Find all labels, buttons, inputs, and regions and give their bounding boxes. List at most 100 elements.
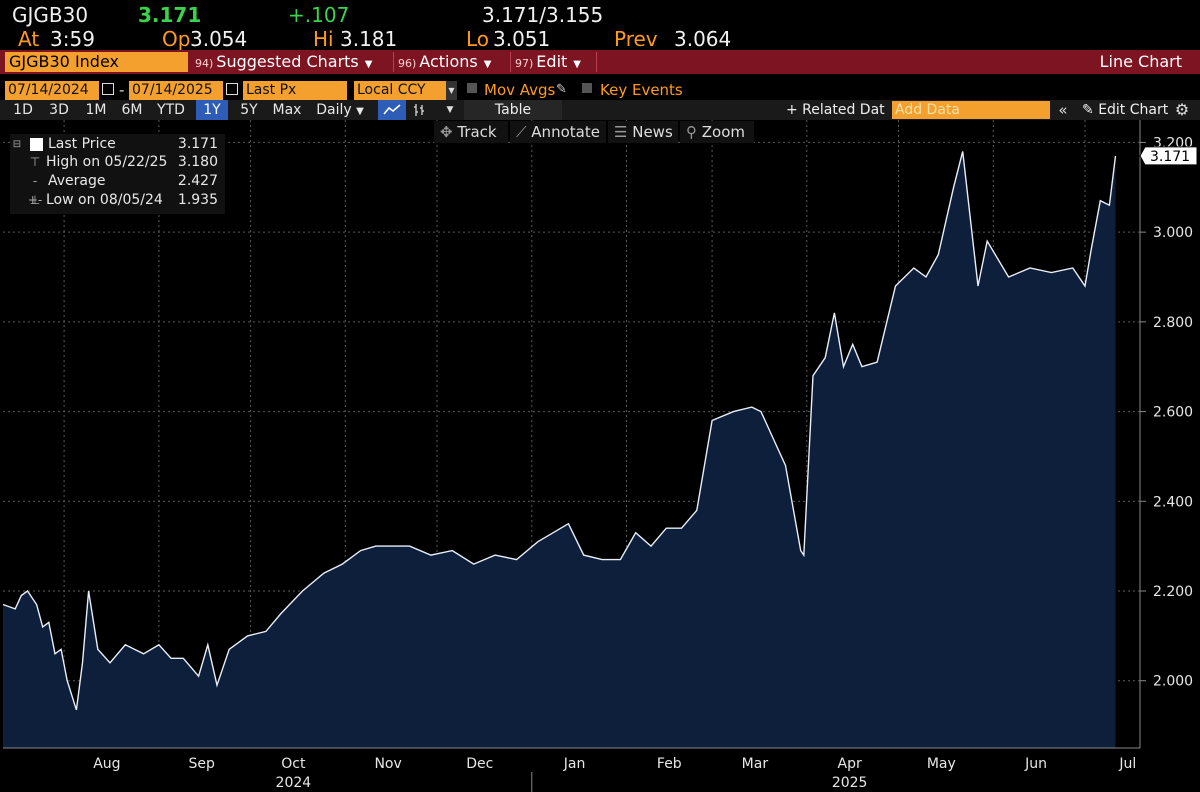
legend-low-label: Low on 08/05/24 (46, 192, 163, 208)
security-field[interactable]: GJGB30 Index (5, 52, 188, 72)
legend-last-row: ⊟ Last Price 3.171 (10, 135, 225, 154)
calendar-icon[interactable] (226, 83, 238, 95)
at-time: 3:59 (50, 27, 95, 51)
prev-value: 3.064 (674, 27, 732, 51)
last-price: 3.171 (138, 3, 202, 27)
collapse-icon[interactable]: ⊟ (12, 139, 22, 150)
edit-label: Edit (536, 52, 568, 71)
field-select[interactable]: Last Px (243, 81, 347, 100)
ticker-symbol: GJGB30 (12, 3, 89, 27)
x-year-label: 2024 (276, 775, 312, 791)
period-select[interactable]: Daily ▼ (310, 100, 370, 120)
x-tick-label: May (927, 756, 956, 772)
price-change: +.107 (288, 3, 350, 27)
end-date-field[interactable]: 07/14/2025 (129, 81, 223, 100)
toolbar-divider (393, 52, 394, 72)
series-swatch (30, 138, 43, 151)
edit-menu[interactable]: 97) Edit ▼ (515, 50, 581, 74)
actions-label: Actions (419, 52, 478, 71)
x-tick-label: Sep (188, 756, 215, 772)
range-1m-button[interactable]: 1M (85, 102, 107, 118)
edit-chart-label: Edit Chart (1098, 102, 1169, 118)
mov-avgs-label[interactable]: Mov Avgs (484, 81, 556, 99)
y-tick-label: 2.600 (1153, 405, 1193, 421)
legend-last-label: Last Price (48, 136, 116, 152)
track-button[interactable]: ✥ Track (434, 121, 508, 143)
calendar-icon[interactable] (102, 83, 114, 95)
function-toolbar (0, 50, 1200, 74)
range-3d-button[interactable]: 3D (49, 102, 69, 118)
currency-select[interactable]: Local CCY (354, 81, 446, 100)
legend-high-value: 3.180 (177, 154, 218, 170)
news-button[interactable]: ☰ News (608, 121, 678, 143)
chevron-down-icon: ▼ (356, 106, 364, 117)
chevron-down-icon[interactable]: ▼ (446, 81, 457, 100)
range-1d-button[interactable]: 1D (13, 102, 33, 118)
date-dash: - (119, 81, 125, 99)
annotate-label: Annotate (531, 123, 600, 141)
range-6m-button[interactable]: 6M (121, 102, 143, 118)
pencil-icon[interactable]: ✎ (556, 82, 567, 97)
legend-low-value: 1.935 (177, 192, 218, 208)
legend-avg-row: -+- Average 2.427 (10, 172, 225, 207)
news-icon: ☰ (614, 123, 628, 141)
period-label: Daily (316, 102, 352, 118)
edit-chart-button[interactable]: ✎ Edit Chart (1082, 100, 1168, 120)
price-area-fill (3, 151, 1116, 748)
bid-ask: 3.171/3.155 (482, 3, 604, 27)
actions-menu[interactable]: 96) Actions ▼ (398, 50, 491, 74)
suggested-charts-menu[interactable]: 94) Suggested Charts ▼ (195, 50, 372, 74)
range-5y-button[interactable]: 5Y (240, 102, 258, 118)
gear-icon[interactable]: ⚙ (1174, 100, 1190, 119)
chart-legend[interactable]: ⊟ Last Price 3.171 ⊤ High on 05/22/25 3.… (10, 134, 225, 214)
legend-high-row: ⊤ High on 05/22/25 3.180 (10, 153, 225, 172)
x-tick-label: Aug (93, 756, 120, 772)
key-events-label[interactable]: Key Events (600, 81, 683, 99)
low-label: Lo (466, 27, 490, 51)
suggested-charts-label: Suggested Charts (216, 52, 359, 71)
y-tick-label: 2.000 (1153, 674, 1193, 690)
x-tick-label: Oct (281, 756, 306, 772)
last-price-tag-label: 3.171 (1150, 149, 1190, 165)
prev-label: Prev (614, 27, 658, 51)
zoom-label: Zoom (701, 123, 746, 141)
table-button[interactable]: Table (464, 100, 562, 120)
range-ytd-button[interactable]: YTD (157, 102, 185, 118)
x-axis: Aug Sep Oct Nov Dec Jan Feb Mar Apr May Jun Jul 2024… (3, 747, 1140, 792)
legend-avg-value: 2.427 (177, 173, 218, 189)
double-chevron-left-icon[interactable]: « (1058, 101, 1068, 119)
annotate-button[interactable]: ⟋ Annotate (510, 121, 606, 143)
average-marker-icon: -+- (27, 174, 43, 207)
crosshair-icon: ✥ (440, 123, 453, 141)
range-1y-button[interactable]: 1Y (196, 100, 228, 120)
line-chart-icon[interactable] (378, 100, 406, 120)
magnifier-icon: ⚲ (686, 123, 697, 141)
zoom-button[interactable]: ⚲ Zoom (680, 121, 754, 143)
y-tick-label: 2.400 (1153, 494, 1193, 510)
y-tick-label: 2.200 (1153, 584, 1193, 600)
key-events-checkbox[interactable] (582, 83, 592, 93)
start-date-field[interactable]: 07/14/2024 (5, 81, 99, 100)
range-max-button[interactable]: Max (272, 102, 302, 118)
x-tick-label: Apr (838, 756, 862, 772)
price-line (2, 151, 1117, 711)
x-tick-label: Nov (374, 756, 401, 772)
chevron-down-icon[interactable]: ▼ (446, 105, 454, 115)
x-tick-label: Jul (1118, 756, 1136, 772)
mov-avgs-checkbox[interactable] (467, 83, 477, 93)
add-data-input[interactable]: Add Data (892, 101, 1050, 119)
pencil-icon: ✎ (1082, 102, 1094, 118)
related-data-button[interactable]: + Related Dat (786, 102, 885, 118)
track-label: Track (457, 123, 497, 141)
last-price-tag-box (1139, 146, 1198, 166)
x-tick-label: Jan (563, 756, 586, 772)
quote-header: GJGB30 3.171 +.107 3.171/3.155 At 3:59 O… (0, 0, 1200, 51)
toolbar-divider (510, 52, 511, 72)
edit-number: 97) (515, 57, 534, 70)
x-tick-label: Dec (466, 756, 493, 772)
y-tick-label: 2.800 (1153, 315, 1193, 331)
last-price-tag: 3.171 (1139, 146, 1198, 166)
bar-chart-icon[interactable] (408, 100, 430, 120)
